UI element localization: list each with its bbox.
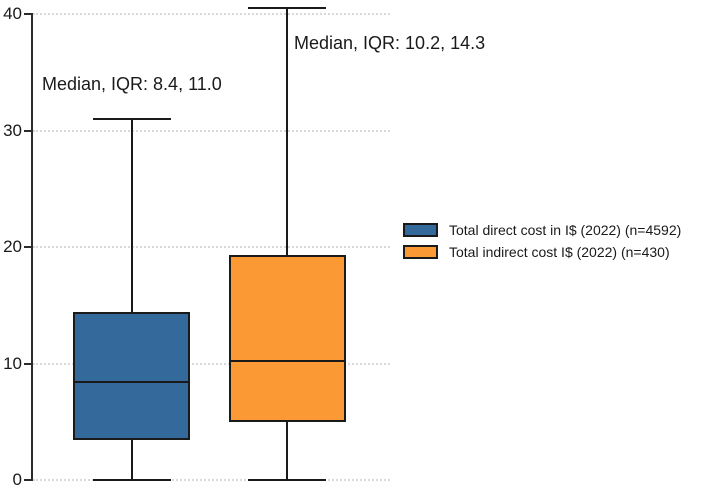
whisker-cap-bottom-series-1	[248, 479, 326, 481]
whisker-line-series-1	[286, 8, 288, 480]
legend-label-direct: Total direct cost in I$ (2022) (n=4592)	[449, 222, 682, 238]
y-tick-10	[24, 362, 32, 365]
annotation-indirect-cost: Median, IQR: 10.2, 14.3	[294, 33, 486, 53]
y-tick-label-30: 30	[3, 120, 22, 140]
gridline-y-10	[33, 362, 390, 365]
median-line-series-1	[228, 360, 346, 363]
legend-item-indirect: Total indirect cost I$ (2022) (n=430)	[403, 244, 681, 260]
whisker-line-series-0	[130, 118, 133, 480]
whisker-cap-top-series-1	[248, 7, 326, 10]
y-tick-label-0: 0	[12, 470, 22, 489]
legend-item-direct: Total direct cost in I$ (2022) (n=4592)	[403, 222, 681, 238]
annotation-direct-cost: Median, IQR: 8.4, 11.0	[42, 74, 222, 94]
legend-swatch-direct	[403, 223, 438, 237]
y-tick-20	[24, 246, 32, 248]
legend-label-indirect: Total indirect cost I$ (2022) (n=430)	[449, 244, 670, 260]
gridline-y-20	[33, 246, 390, 248]
median-line-series-0	[73, 381, 190, 384]
whisker-cap-top-series-0	[92, 117, 171, 120]
y-tick-label-10: 10	[3, 353, 22, 373]
legend: Total direct cost in I$ (2022) (n=4592) …	[403, 222, 681, 266]
y-tick-40	[24, 13, 32, 15]
iqr-box-series-0	[73, 312, 190, 441]
gridline-y-0	[33, 479, 390, 481]
y-tick-0	[24, 479, 32, 481]
iqr-box-series-1	[228, 255, 346, 422]
whisker-cap-bottom-series-0	[92, 479, 171, 481]
gridline-y-40	[33, 13, 390, 15]
y-axis-line	[31, 13, 33, 481]
y-tick-30	[24, 129, 32, 132]
legend-swatch-indirect	[403, 245, 438, 259]
y-tick-label-40: 40	[3, 4, 22, 23]
y-tick-label-20: 20	[3, 237, 22, 256]
gridline-y-30	[33, 129, 390, 132]
